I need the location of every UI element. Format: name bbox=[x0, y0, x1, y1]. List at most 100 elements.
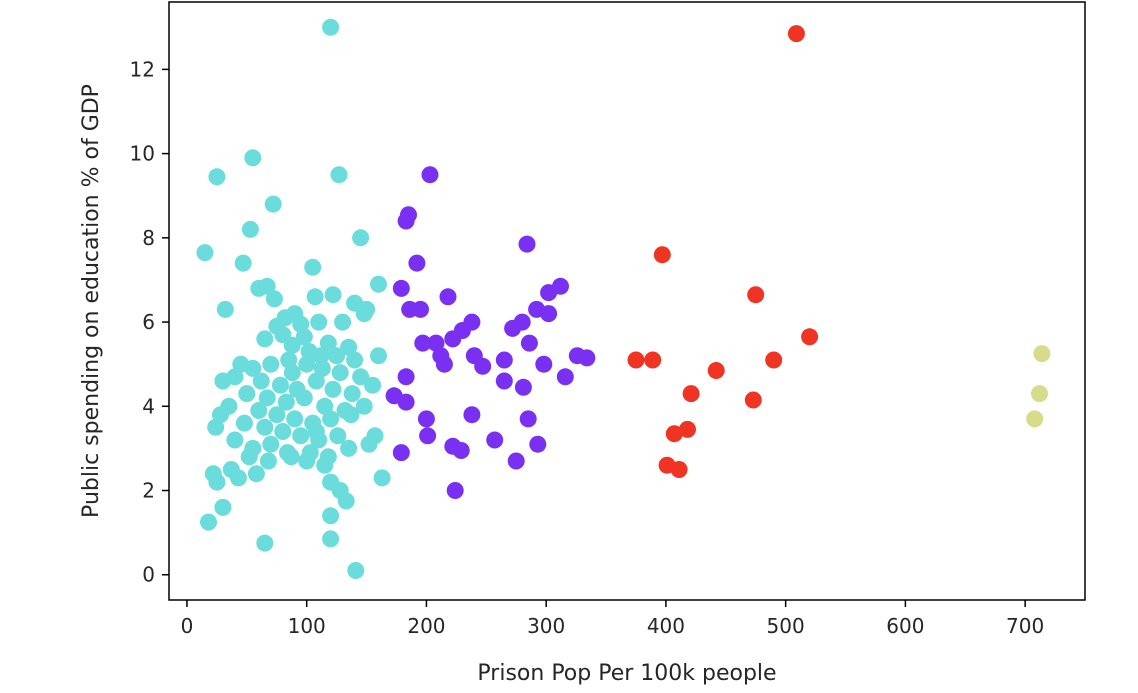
y-axis-ticks: 0 2 4 6 8 10 12 bbox=[130, 57, 169, 587]
data-point-s0-105 bbox=[283, 364, 301, 382]
data-point-s2-5 bbox=[644, 351, 662, 369]
data-point-s0-18 bbox=[216, 300, 234, 318]
y-tick-label: 10 bbox=[130, 142, 155, 166]
data-point-s0-99 bbox=[322, 530, 340, 548]
data-point-s2-2 bbox=[747, 286, 765, 304]
data-point-s1-4 bbox=[408, 254, 426, 272]
y-tick-label: 12 bbox=[130, 57, 155, 81]
data-point-s0-85 bbox=[240, 448, 258, 466]
data-point-s0-24 bbox=[334, 313, 352, 331]
data-point-s0-97 bbox=[200, 513, 217, 531]
y-tick-label: 6 bbox=[142, 310, 155, 334]
data-point-s2-13 bbox=[670, 461, 688, 478]
data-point-s0-102 bbox=[373, 469, 391, 487]
data-point-s1-32 bbox=[514, 378, 532, 396]
x-tick-label: 200 bbox=[407, 614, 445, 638]
y-tick-label: 2 bbox=[142, 479, 155, 503]
data-point-s0-50 bbox=[343, 385, 361, 403]
data-point-s0-78 bbox=[262, 435, 280, 453]
data-point-s1-30 bbox=[556, 368, 574, 386]
data-point-s0-53 bbox=[238, 385, 256, 403]
data-point-s0-5 bbox=[241, 220, 259, 238]
data-point-s0-52 bbox=[214, 372, 232, 390]
data-point-s0-9 bbox=[304, 258, 322, 276]
data-point-s0-43 bbox=[352, 368, 370, 386]
data-point-s0-62 bbox=[268, 406, 286, 424]
data-point-s2-1 bbox=[653, 246, 671, 264]
data-point-s1-2 bbox=[400, 206, 417, 224]
x-tick-label: 600 bbox=[886, 614, 924, 638]
data-point-s1-7 bbox=[439, 288, 457, 306]
data-point-s1-40 bbox=[452, 442, 470, 459]
data-point-s0-17 bbox=[265, 290, 283, 308]
data-point-s0-25 bbox=[355, 305, 373, 323]
data-point-s0-35 bbox=[370, 347, 387, 365]
data-point-s0-0 bbox=[322, 18, 340, 36]
data-point-s1-17 bbox=[444, 330, 462, 348]
x-tick-label: 300 bbox=[527, 614, 565, 638]
data-point-s3-1 bbox=[1031, 385, 1048, 403]
data-point-s0-100 bbox=[256, 534, 274, 552]
data-point-s0-101 bbox=[347, 562, 365, 579]
data-point-s0-76 bbox=[226, 431, 244, 449]
data-point-s1-37 bbox=[519, 410, 537, 428]
data-point-s0-3 bbox=[330, 166, 348, 184]
data-point-s2-0 bbox=[787, 25, 805, 43]
data-point-s1-45 bbox=[446, 482, 464, 499]
data-point-s2-8 bbox=[744, 391, 762, 409]
data-point-s1-8 bbox=[540, 284, 558, 302]
data-point-s0-14 bbox=[324, 286, 342, 304]
data-point-s1-6 bbox=[392, 279, 410, 297]
data-point-s0-95 bbox=[337, 492, 355, 510]
data-point-s0-103 bbox=[366, 427, 384, 445]
data-point-s0-46 bbox=[271, 376, 289, 394]
data-point-s0-2 bbox=[208, 168, 226, 186]
x-tick-label: 100 bbox=[288, 614, 326, 638]
data-point-s0-96 bbox=[214, 498, 232, 516]
data-point-s2-11 bbox=[679, 420, 696, 438]
data-point-s0-65 bbox=[322, 410, 340, 428]
plot-frame bbox=[168, 1, 1086, 601]
data-point-s0-30 bbox=[340, 338, 358, 356]
data-point-s1-23 bbox=[435, 355, 453, 373]
y-tick-label: 4 bbox=[142, 394, 155, 418]
data-point-s0-69 bbox=[256, 418, 274, 436]
data-point-s1-3 bbox=[518, 235, 536, 253]
data-point-s0-68 bbox=[235, 414, 253, 432]
data-point-s0-31 bbox=[283, 336, 301, 354]
data-point-s0-73 bbox=[329, 427, 347, 445]
data-point-s0-29 bbox=[319, 334, 337, 352]
data-point-s1-41 bbox=[486, 431, 504, 449]
data-point-s2-7 bbox=[707, 362, 725, 379]
data-point-s0-91 bbox=[247, 465, 265, 483]
data-point-s1-38 bbox=[419, 427, 437, 445]
y-tick-label: 8 bbox=[142, 226, 155, 250]
data-point-s0-10 bbox=[370, 275, 387, 293]
data-point-s1-35 bbox=[417, 410, 435, 428]
data-point-s2-4 bbox=[627, 351, 645, 369]
data-point-s1-0 bbox=[421, 166, 439, 184]
x-axis-label: Prison Pop Per 100k people bbox=[477, 661, 776, 686]
data-point-s0-8 bbox=[234, 254, 252, 272]
data-point-s0-88 bbox=[298, 452, 316, 470]
x-tick-label: 0 bbox=[181, 614, 194, 638]
data-point-s0-66 bbox=[342, 406, 360, 424]
data-point-s0-86 bbox=[259, 452, 277, 470]
data-point-s1-10 bbox=[412, 300, 429, 318]
data-point-s0-12 bbox=[258, 277, 276, 295]
data-point-s0-98 bbox=[322, 507, 340, 525]
x-tick-label: 500 bbox=[767, 614, 805, 638]
data-point-s0-71 bbox=[292, 427, 310, 445]
data-point-s0-40 bbox=[298, 355, 316, 373]
data-point-s2-10 bbox=[665, 425, 683, 443]
x-axis-ticks: 0 100 200 300 400 500 600 700 bbox=[181, 600, 1044, 638]
data-point-s0-104 bbox=[307, 423, 325, 440]
x-tick-label: 400 bbox=[647, 614, 685, 638]
data-point-s1-34 bbox=[397, 393, 415, 411]
data-point-s0-54 bbox=[258, 389, 276, 407]
data-point-s0-57 bbox=[316, 397, 334, 415]
data-point-s1-42 bbox=[529, 435, 547, 453]
data-point-s0-6 bbox=[352, 229, 370, 247]
data-point-s0-61 bbox=[250, 402, 268, 419]
